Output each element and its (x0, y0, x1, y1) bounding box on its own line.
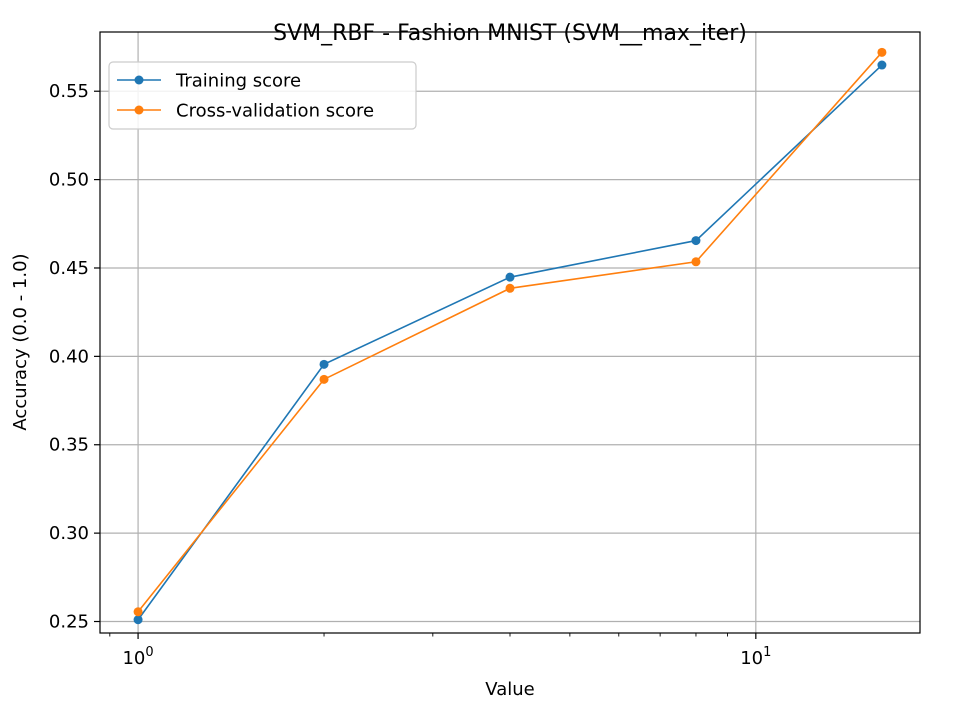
data-point (877, 47, 887, 57)
y-tick-label: 0.25 (49, 612, 89, 633)
data-point (133, 607, 143, 617)
legend-marker (134, 75, 144, 85)
data-point (505, 272, 515, 282)
grid (100, 32, 920, 633)
x-tick-exponent: 0 (145, 645, 153, 660)
series-layer (133, 47, 887, 625)
y-tick-label: 0.55 (49, 81, 89, 102)
legend-box (108, 61, 417, 130)
data-point (133, 615, 143, 625)
data-point (319, 374, 329, 384)
legend: Training score Cross-validation score (108, 61, 417, 130)
x-tick-exponent: 1 (763, 645, 771, 660)
legend-item: Cross-validation score (117, 101, 374, 122)
x-tick-label: 100 (122, 645, 153, 669)
legend-marker (134, 105, 144, 115)
data-point (691, 257, 701, 267)
series-0 (133, 60, 887, 625)
legend-item: Training score (117, 71, 301, 92)
y-tick-label: 0.50 (49, 170, 89, 191)
y-axis-label: Accuracy (0.0 - 1.0) (10, 253, 31, 430)
y-tick-label: 0.45 (49, 258, 89, 279)
x-tick-label: 101 (740, 645, 771, 669)
x-tick-base: 10 (740, 648, 763, 669)
y-axis: 0.25 0.30 0.35 0.40 0.45 0.50 0.55 (49, 81, 100, 633)
y-tick-label: 0.40 (49, 346, 89, 367)
chart-title: SVM_RBF - Fashion MNIST (SVM__max_iter) (273, 21, 747, 46)
data-point (505, 283, 515, 293)
x-axis: 100 101 (109, 633, 771, 669)
legend-label: Training score (175, 71, 301, 92)
data-point (319, 359, 329, 369)
x-tick-base: 10 (122, 648, 145, 669)
data-point (691, 236, 701, 246)
y-tick-label: 0.30 (49, 523, 89, 544)
legend-label: Cross-validation score (176, 101, 374, 122)
data-point (877, 60, 887, 70)
y-tick-label: 0.35 (49, 435, 89, 456)
series-1 (133, 47, 887, 617)
x-axis-label: Value (485, 679, 534, 700)
